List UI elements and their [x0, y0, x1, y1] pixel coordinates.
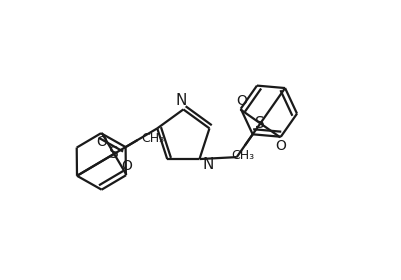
Text: O: O: [121, 159, 132, 173]
Text: O: O: [235, 94, 246, 108]
Text: S: S: [255, 116, 265, 131]
Text: CH₃: CH₃: [231, 149, 253, 162]
Text: N: N: [175, 93, 186, 108]
Text: N: N: [202, 157, 213, 172]
Text: S: S: [109, 146, 119, 161]
Text: O: O: [275, 139, 286, 153]
Text: CH₃: CH₃: [140, 132, 164, 144]
Text: O: O: [96, 135, 107, 149]
